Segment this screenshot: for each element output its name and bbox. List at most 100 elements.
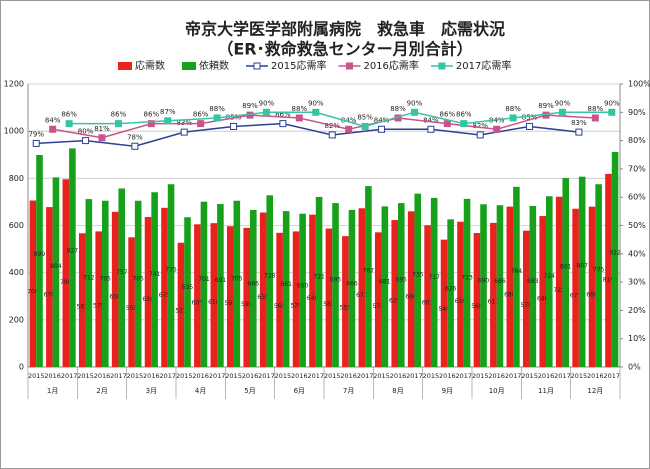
- bar: [78, 233, 86, 367]
- y2-tick-label: 100%: [628, 80, 650, 89]
- value-label: 86%: [440, 111, 456, 119]
- y-tick-label: 400: [9, 268, 24, 277]
- line-marker: [164, 117, 172, 125]
- y2-tick-label: 20%: [628, 306, 646, 315]
- bar: [555, 196, 563, 367]
- value-label: 660: [405, 293, 417, 300]
- value-label: 85%: [357, 113, 373, 121]
- bar: [250, 209, 257, 367]
- line-marker: [180, 128, 188, 136]
- y2-tick-label: 10%: [628, 334, 646, 343]
- bar: [134, 200, 142, 367]
- chart-subtitle: （ER･救命救急センター月別合計）: [217, 40, 472, 59]
- value-label: 90%: [604, 99, 620, 107]
- x-tick-label: 2017: [110, 372, 127, 380]
- value-label: 775: [165, 267, 177, 274]
- line-marker: [328, 131, 336, 139]
- x-tick-label: 2016: [44, 372, 61, 380]
- value-label: 88%: [292, 105, 308, 113]
- x-tick-label: 2016: [242, 372, 259, 380]
- line-marker: [509, 114, 517, 122]
- line: [69, 111, 612, 128]
- value-label: 540: [438, 306, 450, 313]
- month-label: 4月: [195, 387, 206, 395]
- month-label: 7月: [343, 387, 354, 395]
- line-marker: [49, 125, 57, 133]
- value-label: 666: [346, 280, 358, 287]
- bar: [490, 222, 497, 367]
- y2-tick-label: 60%: [628, 193, 646, 202]
- bar: [184, 217, 191, 367]
- bar: [282, 211, 290, 367]
- y2-tick-label: 50%: [628, 221, 646, 230]
- month-label: 3月: [146, 387, 157, 395]
- x-tick-label: 2017: [258, 372, 275, 380]
- bar: [513, 186, 520, 367]
- bar: [522, 230, 530, 367]
- line: [36, 122, 579, 148]
- value-label: 567: [77, 303, 89, 310]
- value-label: 764: [511, 268, 523, 275]
- line-marker: [295, 114, 303, 122]
- value-label: 90%: [308, 99, 324, 107]
- y-tick-label: 1200: [4, 80, 24, 89]
- line-marker: [65, 120, 73, 128]
- value-label: 81%: [94, 125, 110, 133]
- chart-title: 帝京大学医学部附属病院 救急車 応需状況: [185, 20, 505, 39]
- value-label: 807: [576, 263, 588, 270]
- x-tick-label: 2016: [192, 372, 209, 380]
- x-tick-label: 2017: [160, 372, 177, 380]
- value-label: 721: [313, 273, 325, 280]
- value-label: 705: [132, 275, 144, 282]
- value-label: 735: [412, 272, 424, 279]
- value-label: 796: [60, 279, 72, 286]
- value-label: 675: [159, 292, 171, 299]
- value-label: 757: [116, 269, 128, 276]
- x-tick-label: 2017: [357, 372, 374, 380]
- x-tick-label: 2015: [77, 372, 94, 380]
- bar: [457, 221, 464, 367]
- y-tick-label: 800: [9, 174, 24, 183]
- value-label: 610: [208, 299, 220, 306]
- value-label: 626: [445, 285, 457, 292]
- bar: [309, 214, 316, 367]
- value-label: 86%: [144, 111, 160, 119]
- value-label: 912: [609, 250, 621, 257]
- bar: [36, 154, 43, 367]
- bar: [276, 232, 283, 367]
- bar: [259, 212, 267, 367]
- legend-swatch: [253, 62, 261, 70]
- line-marker: [558, 108, 566, 116]
- y-tick-label: 1000: [4, 127, 24, 136]
- bar: [325, 228, 333, 367]
- value-label: 683: [527, 278, 539, 285]
- value-label: 89%: [538, 102, 554, 110]
- bar: [102, 200, 109, 367]
- legend-label: 2016応需率: [363, 59, 418, 72]
- y2-tick-label: 70%: [628, 164, 646, 173]
- value-label: 680: [504, 291, 516, 298]
- value-label: 705: [231, 275, 243, 282]
- x-tick-label: 2016: [291, 372, 308, 380]
- line-marker: [262, 108, 270, 116]
- y2-tick-label: 30%: [628, 278, 646, 287]
- value-label: 84%: [45, 116, 61, 124]
- month-label: 8月: [392, 387, 403, 395]
- value-label: 927: [67, 248, 79, 255]
- value-label: 575: [93, 302, 105, 309]
- value-label: 655: [257, 294, 269, 301]
- value-label: 611: [488, 299, 500, 306]
- line-marker: [147, 120, 155, 128]
- month-label: 10月: [489, 387, 505, 395]
- month-label: 5月: [244, 387, 255, 395]
- value-label: 83%: [571, 119, 587, 127]
- y-tick-label: 0: [19, 363, 24, 372]
- line-marker: [114, 120, 122, 128]
- bar: [348, 209, 356, 367]
- bar: [546, 196, 553, 367]
- bar: [194, 224, 201, 367]
- bar: [480, 204, 487, 367]
- x-tick-label: 2016: [587, 372, 604, 380]
- value-label: 88%: [390, 105, 406, 113]
